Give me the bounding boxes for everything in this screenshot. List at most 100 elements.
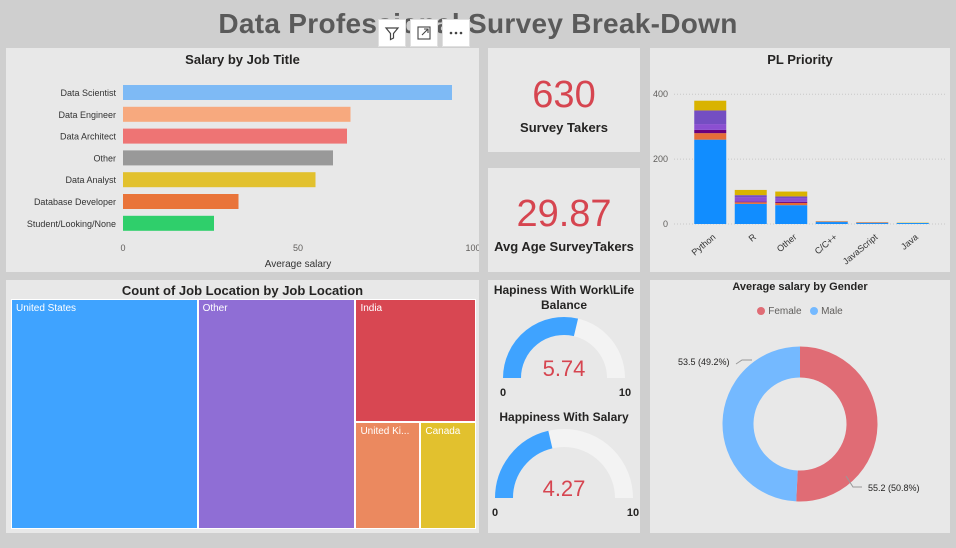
survey-takers-card[interactable]: 630 Survey Takers xyxy=(488,48,640,152)
worklife-gauge-max: 10 xyxy=(619,387,631,399)
treemap-tile[interactable]: India xyxy=(355,299,476,423)
donut-leader-line xyxy=(845,475,862,488)
salary-by-job-panel[interactable]: Salary by Job Title Data Scientist Data E… xyxy=(6,48,479,272)
y-tick-label: 400 xyxy=(653,89,668,99)
worklife-gauge-title: Hapiness With Work\Life Balance xyxy=(493,283,635,312)
salary-gauge-title: Happiness With Salary xyxy=(499,410,629,424)
salary-gauge-fill xyxy=(495,430,553,499)
bar-category-label: Data Scientist xyxy=(60,88,116,98)
treemap-tile[interactable]: Canada xyxy=(420,422,476,529)
donut-leader-line xyxy=(735,359,752,365)
dashboard-title: Data Professional Survey Break-Down xyxy=(218,8,738,39)
bar-category-label: Other xyxy=(93,153,116,163)
salary-bar xyxy=(123,85,452,100)
more-options-button[interactable] xyxy=(442,19,470,47)
pl-stack-segment xyxy=(815,222,848,224)
pl-priority-panel[interactable]: PL Priority 0 200 400 Python R Other C/C++ Java… xyxy=(650,48,950,272)
filter-button[interactable] xyxy=(378,19,406,47)
bar-category-label: Database Developer xyxy=(34,197,116,207)
avg-age-value: 29.87 xyxy=(516,193,612,235)
donut-data-label: 53.5 (49.2%) xyxy=(678,357,730,367)
pl-priority-title: PL Priority xyxy=(767,52,833,67)
x-tick-label: 100 xyxy=(465,243,479,253)
worklife-gauge-value: 5.74 xyxy=(543,356,586,381)
happiness-gauges: 5.74 0 10 4.27 0 10 xyxy=(492,317,639,519)
x-category-label: C/C++ xyxy=(813,232,839,256)
gender-salary-panel[interactable]: Average salary by Gender Female Male 55.… xyxy=(650,280,950,533)
more-options-icon xyxy=(449,31,463,35)
pl-stack-segment xyxy=(694,139,727,224)
treemap-tile[interactable]: United States xyxy=(11,299,198,529)
pl-stack-segment xyxy=(734,203,767,224)
treemap-tile-label: India xyxy=(360,303,383,314)
treemap-tile-label: United Ki... xyxy=(360,426,410,438)
focus-mode-icon xyxy=(417,26,431,40)
legend-male-label: Male xyxy=(821,305,843,317)
pl-stack-segment xyxy=(775,201,808,203)
pl-stack-segment xyxy=(694,133,727,140)
legend-female-label: Female xyxy=(768,305,802,317)
worklife-gauge-min: 0 xyxy=(500,387,506,399)
avg-age-label: Avg Age SurveyTakers xyxy=(494,239,634,254)
pl-stack-segment xyxy=(734,189,767,196)
salary-bar xyxy=(123,150,333,166)
x-category-label: Java xyxy=(899,232,920,252)
happiness-gauges-panel[interactable]: Hapiness With Work\Life Balance 5.74 0 10 4… xyxy=(488,280,640,533)
pl-stack-segment xyxy=(694,124,727,130)
treemap-tile-label: Other xyxy=(202,303,228,314)
x-tick-label: 0 xyxy=(120,243,125,253)
legend-male[interactable]: Male xyxy=(810,306,843,317)
y-tick-label: 0 xyxy=(663,219,668,229)
pl-stack-segment xyxy=(775,202,808,206)
x-category-label: JavaScript xyxy=(841,232,880,267)
gender-legend: Female Male xyxy=(650,302,950,320)
visual-toolbar xyxy=(378,19,470,47)
gender-salary-title: Average salary by Gender xyxy=(732,281,868,293)
pl-stack-segment xyxy=(896,223,929,224)
salary-by-job-chart: Data Scientist Data Engineer Data Architec… xyxy=(27,85,479,270)
x-axis-label: Average salary xyxy=(265,259,332,270)
y-tick-label: 200 xyxy=(653,154,668,164)
pl-stack-segment xyxy=(775,198,808,202)
pl-stack-segment xyxy=(734,201,767,203)
x-tick-label: 50 xyxy=(293,243,303,253)
pl-stack-segment xyxy=(694,129,727,134)
job-location-title: Count of Job Location by Job Location xyxy=(121,283,364,298)
pl-stack-segment xyxy=(775,205,808,224)
donut-data-label: 55.2 (50.8%) xyxy=(868,483,920,493)
salary-by-job-title: Salary by Job Title xyxy=(185,52,300,67)
treemap-tile-label: United States xyxy=(16,303,77,314)
bar-category-label: Data Architect xyxy=(60,132,117,142)
treemap-tile[interactable]: Other xyxy=(197,299,356,529)
pl-stack-segment xyxy=(734,197,767,202)
survey-takers-value: 630 xyxy=(532,74,596,116)
donut-slice xyxy=(722,346,801,502)
worklife-gauge-fill xyxy=(503,317,579,379)
salary-gauge-min: 0 xyxy=(492,507,498,519)
survey-takers-label: Survey Takers xyxy=(520,120,608,135)
salary-bar xyxy=(123,128,347,144)
filter-icon xyxy=(384,27,400,41)
salary-bar xyxy=(123,172,316,188)
avg-age-card[interactable]: 29.87 Avg Age SurveyTakers xyxy=(488,168,640,272)
pl-stack-segment xyxy=(775,191,808,197)
salary-gauge-value: 4.27 xyxy=(543,476,586,501)
treemap-tile-label: Canada xyxy=(425,426,461,438)
salary-gauge-max: 10 xyxy=(627,507,639,519)
pl-stack-segment xyxy=(694,100,727,111)
salary-bar xyxy=(123,106,351,122)
treemap-tile[interactable]: United Ki... xyxy=(355,422,421,529)
x-category-label: Other xyxy=(775,232,799,254)
salary-bar xyxy=(123,194,239,209)
bar-category-label: Student/Looking/None xyxy=(27,219,116,229)
pl-priority-chart: 0 200 400 Python R Other C/C++ JavaScript Java xyxy=(653,89,946,267)
salary-bar xyxy=(123,215,214,231)
pl-stack-segment xyxy=(775,196,808,199)
x-category-label: Python xyxy=(690,232,718,258)
pl-stack-segment xyxy=(694,110,727,125)
focus-mode-button[interactable] xyxy=(410,19,438,47)
x-category-label: R xyxy=(747,232,759,244)
bar-category-label: Data Engineer xyxy=(58,110,116,120)
job-location-panel[interactable]: Count of Job Location by Job Location Un… xyxy=(6,280,479,533)
legend-female[interactable]: Female xyxy=(757,305,802,317)
